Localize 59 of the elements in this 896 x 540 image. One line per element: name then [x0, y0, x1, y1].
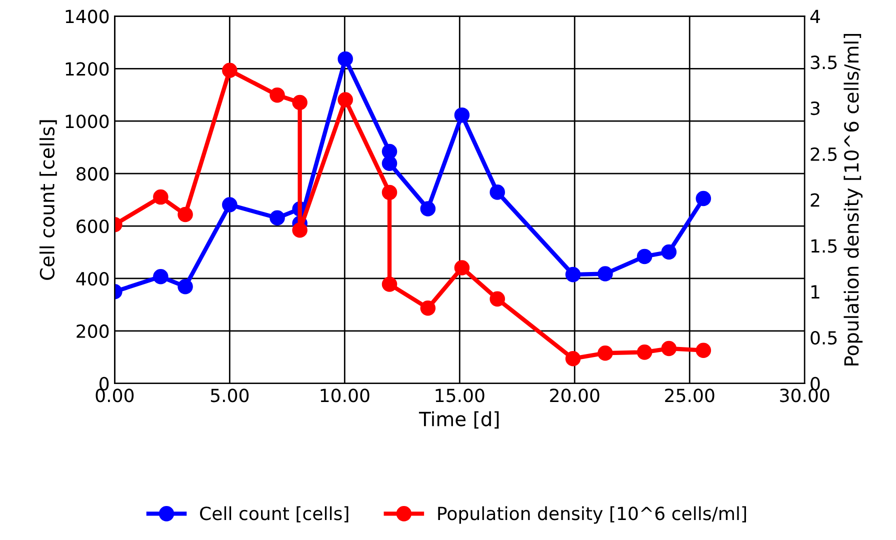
point [636, 344, 652, 360]
point [420, 300, 436, 316]
point [490, 184, 506, 200]
point [382, 276, 398, 292]
y-tick-label: 1200 [66, 62, 109, 76]
y-tick-label: 600 [76, 219, 109, 234]
y2-tick-label: 4 [810, 10, 820, 24]
y2-tick-label: 1.5 [811, 239, 837, 253]
y2-tick-label: 0.5 [810, 330, 837, 345]
y-tick-label: 1400 [66, 10, 109, 24]
y-tick-label: 200 [76, 324, 109, 338]
point [153, 269, 168, 284]
x-tick-label: 15.00 [436, 388, 484, 402]
x-tick-label: 5.00 [210, 388, 249, 402]
y2-tick-label: 2.5 [810, 147, 837, 162]
point [292, 222, 308, 238]
point [454, 260, 470, 276]
point [222, 197, 238, 212]
y2-tick-label: 3 [810, 101, 820, 116]
y2-axis-title: Population density [10^6 cells/ml] [844, 34, 863, 366]
point [490, 291, 506, 307]
point [420, 201, 436, 216]
point [661, 244, 677, 260]
point [598, 266, 613, 282]
x-tick-label: 25.00 [665, 388, 714, 402]
point [338, 51, 353, 67]
x-axis-title: Time [d] [418, 411, 499, 429]
point [292, 94, 308, 110]
y2-tick-label: 1 [811, 285, 820, 298]
y-tick-label: 800 [76, 167, 109, 181]
point [661, 340, 677, 356]
y-axis-title: Cell count [cells] [40, 120, 57, 280]
y2-tick-label: 2 [810, 193, 820, 207]
y2-tick-label: 3.5 [810, 56, 837, 70]
x-tick-label: 20.00 [550, 388, 600, 402]
x-tick-label: 0.00 [96, 388, 134, 402]
legend-label: Cell count [cells] [200, 506, 348, 522]
point [153, 189, 168, 205]
point [598, 345, 613, 361]
y-tick-label: 0 [100, 376, 109, 391]
point [454, 107, 470, 123]
point [222, 62, 238, 78]
point [270, 88, 285, 103]
point [565, 266, 581, 282]
point [696, 342, 712, 358]
x-tick-label: 10.00 [320, 388, 370, 402]
point [696, 190, 712, 206]
point [270, 210, 285, 226]
point [178, 206, 193, 222]
x-tick-label: 30.00 [780, 388, 830, 402]
y-tick-label: 1000 [66, 114, 109, 128]
point [382, 156, 398, 171]
point [636, 248, 652, 264]
y-tick-label: 400 [76, 272, 109, 286]
point [565, 350, 581, 366]
legend-label: Population density [10^6 cells/ml] [438, 506, 746, 524]
point [178, 278, 193, 294]
point [382, 184, 398, 200]
point [338, 92, 353, 108]
